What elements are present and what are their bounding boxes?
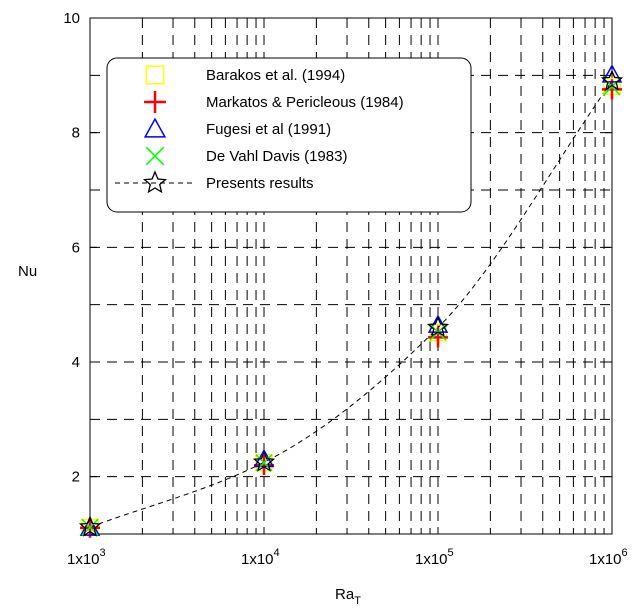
legend-label: Fugesi et al (1991)	[206, 121, 331, 138]
legend-marker-plus	[144, 91, 166, 113]
legend-marker-x	[145, 146, 165, 166]
x-axis-label-subscript: T	[354, 595, 361, 607]
y-tick-label: 8	[72, 125, 80, 142]
legend: Barakos et al. (1994) Markatos & Pericleo…	[106, 57, 472, 213]
data-point-triangle	[601, 64, 623, 83]
data-point-star	[78, 515, 102, 537]
legend-marker-triangle	[143, 117, 167, 138]
data-point-plus	[602, 79, 622, 100]
y-tick-label: 4	[72, 354, 80, 371]
y-tick-label: 2	[72, 469, 80, 486]
plot-frame	[89, 17, 613, 535]
legend-label: Barakos et al. (1994)	[206, 67, 345, 84]
x-tick-label-exponent: 4	[274, 547, 280, 559]
legend-label: Presents results	[206, 175, 314, 192]
legend-marker-square	[145, 65, 165, 85]
x-tick-label-exponent: 3	[100, 547, 106, 559]
x-tick-label-base: 1x10	[241, 551, 274, 568]
x-tick-label-base: 1x10	[589, 551, 622, 568]
y-tick-label: 6	[72, 239, 80, 256]
x-tick-label-exponent: 6	[622, 547, 628, 559]
presents-results-line	[89, 80, 613, 528]
x-tick-label-base: 1x10	[67, 551, 100, 568]
x-axis-label: RaT	[335, 586, 361, 607]
data-point-star	[252, 450, 276, 472]
legend-box	[106, 57, 472, 213]
y-axis-label: Nu	[18, 263, 37, 280]
x-tick-label: 1x106	[589, 547, 628, 568]
data-point-star	[426, 315, 450, 338]
x-tick-label-base: 1x10	[415, 551, 448, 568]
x-tick-label: 1x105	[415, 547, 454, 568]
data-point-plus	[254, 455, 274, 476]
legend-marker-star	[142, 170, 168, 194]
data-markers	[78, 64, 624, 538]
data-point-triangle	[79, 517, 101, 536]
legend-label: Markatos & Pericleous (1984)	[206, 94, 404, 111]
presents-results-curve	[89, 80, 613, 528]
x-axis-label-main: Ra	[335, 586, 355, 603]
x-tick-label-exponent: 5	[448, 547, 454, 559]
x-tick-label: 1x103	[67, 547, 106, 568]
legend-label: De Vahl Davis (1983)	[206, 148, 347, 165]
x-tick-label: 1x104	[241, 547, 280, 568]
data-point-plus	[428, 327, 448, 348]
data-point-star	[600, 69, 624, 91]
y-tick-label: 10	[63, 10, 80, 27]
